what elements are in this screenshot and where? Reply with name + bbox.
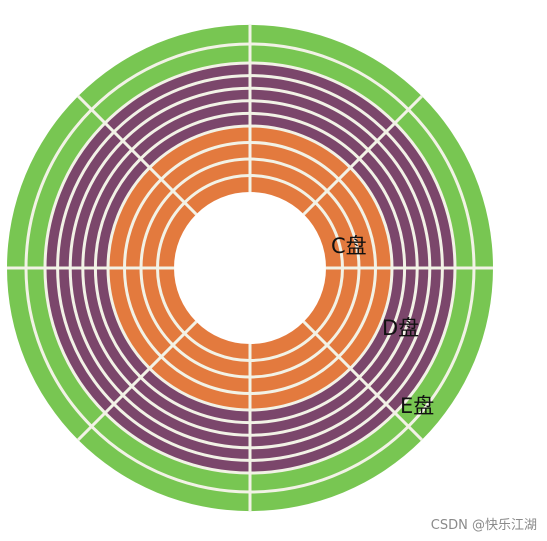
partition-label-c: C盘 <box>331 234 367 258</box>
partition-labels: C盘 D盘 E盘 <box>331 234 434 418</box>
sector-separator <box>77 320 198 441</box>
sector-separator <box>302 95 423 216</box>
sector-separator <box>302 320 423 441</box>
sector-separators <box>7 25 493 511</box>
watermark-text: CSDN @快乐江湖 <box>430 518 537 533</box>
partition-label-d: D盘 <box>382 316 419 340</box>
sector-separator <box>77 95 198 216</box>
partition-label-e: E盘 <box>400 394 434 418</box>
